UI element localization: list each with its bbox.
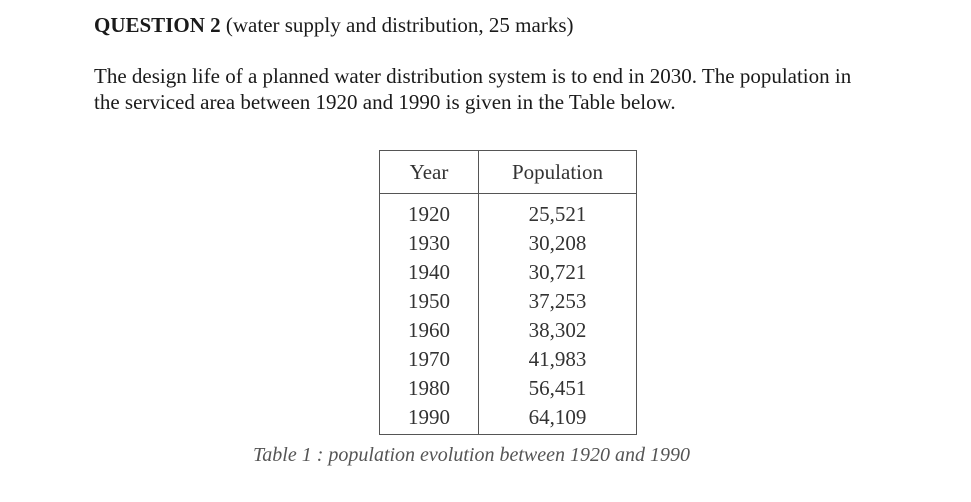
cell-year: 1970 (379, 345, 479, 374)
table-row: 1970 41,983 (379, 345, 637, 374)
cell-population: 56,451 (478, 374, 637, 403)
population-table-container: Year Population 1920 25,521 1930 30,208 … (379, 150, 637, 435)
table-row: 1960 38,302 (379, 316, 637, 345)
cell-year: 1930 (379, 229, 479, 258)
cell-population: 38,302 (478, 316, 637, 345)
table-row: 1950 37,253 (379, 287, 637, 316)
table-caption: Table 1 : population evolution between 1… (253, 444, 691, 466)
population-table: Year Population 1920 25,521 1930 30,208 … (379, 150, 637, 435)
cell-population: 25,521 (478, 193, 637, 229)
table-row: 1940 30,721 (379, 258, 637, 287)
cell-year: 1940 (379, 258, 479, 287)
question-text-line-2: the serviced area between 1920 and 1990 … (94, 90, 676, 114)
question-body: The design life of a planned water distr… (94, 63, 954, 115)
header-year: Year (379, 150, 479, 194)
question-heading: QUESTION 2 (water supply and distributio… (94, 12, 573, 38)
cell-year: 1990 (379, 403, 479, 435)
cell-population: 64,109 (478, 403, 637, 435)
cell-population: 41,983 (478, 345, 637, 374)
table-row: 1920 25,521 (379, 193, 637, 229)
header-population: Population (478, 150, 637, 194)
question-number: QUESTION 2 (94, 13, 221, 37)
cell-population: 37,253 (478, 287, 637, 316)
table-row: 1980 56,451 (379, 374, 637, 403)
table-row: 1930 30,208 (379, 229, 637, 258)
cell-year: 1980 (379, 374, 479, 403)
table-header-row: Year Population (379, 150, 637, 194)
cell-population: 30,721 (478, 258, 637, 287)
question-detail: (water supply and distribution, 25 marks… (225, 13, 574, 37)
cell-year: 1960 (379, 316, 479, 345)
cell-year: 1920 (379, 193, 479, 229)
question-text-line-1: The design life of a planned water distr… (94, 64, 852, 88)
table-row: 1990 64,109 (379, 403, 637, 435)
cell-population: 30,208 (478, 229, 637, 258)
cell-year: 1950 (379, 287, 479, 316)
